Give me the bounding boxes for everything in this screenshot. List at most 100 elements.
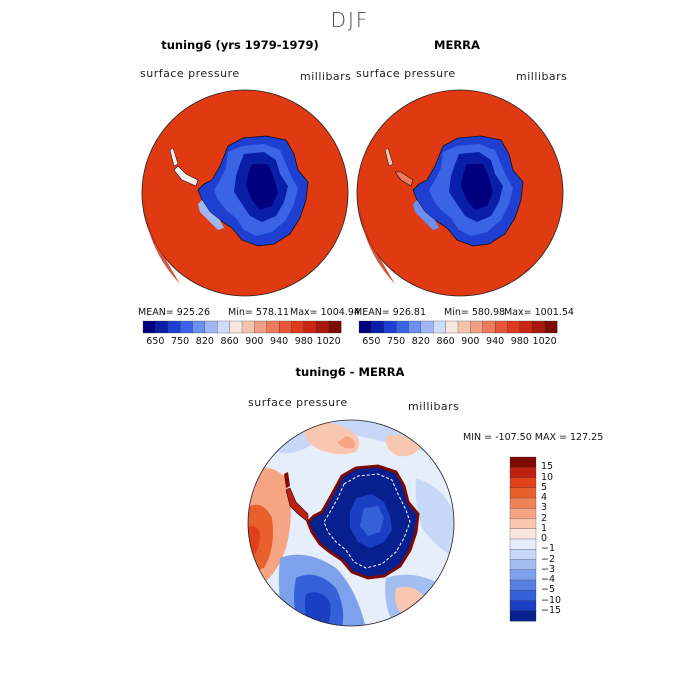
colorbar-tick-label: 750 bbox=[171, 336, 190, 347]
colorbar-tick-label: 650 bbox=[146, 336, 165, 347]
obs-min-value: Min= 580.98 bbox=[444, 307, 506, 318]
colorbar-swatch bbox=[155, 320, 169, 334]
colorbar-swatch bbox=[509, 497, 537, 509]
colorbar-swatch bbox=[383, 320, 397, 334]
colorbar-swatch bbox=[316, 320, 330, 334]
colorbar-tick-label: 900 bbox=[461, 336, 480, 347]
colorbar-swatch bbox=[509, 508, 537, 519]
colorbar-tick-label: −5 bbox=[541, 584, 556, 596]
colorbar-tick-label: −4 bbox=[541, 574, 556, 585]
pressure-colorbar-model bbox=[142, 320, 342, 334]
antarctic-pressure-map-model bbox=[141, 89, 349, 297]
antarctic-pressure-map-obs bbox=[356, 89, 564, 297]
colorbar-swatch bbox=[371, 320, 385, 334]
colorbar-tick-label: 15 bbox=[541, 461, 554, 473]
colorbar-swatch bbox=[433, 320, 447, 334]
panel-units-label: millibars bbox=[300, 70, 352, 83]
colorbar-tick-label: 980 bbox=[510, 336, 529, 347]
colorbar-swatch bbox=[445, 320, 459, 334]
difference-colorbar bbox=[509, 456, 537, 622]
colorbar-tick-label: 5 bbox=[541, 481, 548, 493]
colorbar-tick-label: 2 bbox=[541, 512, 548, 524]
difference-variable-label: surface pressure bbox=[248, 396, 348, 409]
colorbar-tick-label: 940 bbox=[270, 336, 289, 347]
colorbar-swatch bbox=[509, 600, 537, 612]
colorbar-tick-label: 980 bbox=[294, 336, 313, 347]
colorbar-tick-label: 900 bbox=[245, 336, 264, 347]
colorbar-swatch bbox=[509, 559, 537, 571]
colorbar-swatch bbox=[470, 320, 484, 334]
colorbar-tick-label: 650 bbox=[362, 336, 381, 347]
colorbar-tick-label: 0 bbox=[541, 533, 548, 544]
colorbar-tick-label: 940 bbox=[486, 336, 505, 347]
colorbar-tick-label: 10 bbox=[541, 471, 554, 483]
colorbar-swatch bbox=[229, 320, 243, 334]
difference-panel-title: tuning6 - MERRA bbox=[295, 365, 405, 379]
colorbar-swatch bbox=[509, 477, 537, 489]
colorbar-tick-label: −10 bbox=[541, 594, 562, 606]
antarctic-pressure-difference-map bbox=[247, 419, 455, 627]
colorbar-swatch bbox=[303, 320, 317, 334]
colorbar-swatch bbox=[179, 320, 193, 334]
colorbar-tick-label: 1020 bbox=[532, 336, 557, 347]
panel-variable-label: surface pressure bbox=[140, 67, 240, 80]
obs-mean-value: MEAN= 926.81 bbox=[354, 307, 427, 318]
panel-title-model: tuning6 (yrs 1979-1979) bbox=[161, 38, 319, 52]
colorbar-tick-label: 750 bbox=[387, 336, 406, 347]
panel-variable-label-obs: surface pressure bbox=[356, 67, 456, 80]
colorbar-tick-label: −2 bbox=[541, 553, 556, 565]
colorbar-swatch bbox=[509, 467, 537, 478]
colorbar-tick-label: 1 bbox=[541, 522, 548, 534]
colorbar-swatch bbox=[142, 320, 156, 334]
colorbar-swatch bbox=[532, 320, 546, 334]
difference-units-label: millibars bbox=[408, 400, 460, 413]
colorbar-tick-label: 4 bbox=[541, 492, 548, 503]
colorbar-tick-label: 860 bbox=[436, 336, 455, 347]
colorbar-swatch bbox=[457, 320, 471, 334]
colorbar-tick-label: −15 bbox=[541, 604, 562, 616]
colorbar-swatch bbox=[544, 320, 558, 334]
model-min-value: Min= 578.11 bbox=[228, 307, 290, 318]
colorbar-swatch bbox=[519, 320, 533, 334]
colorbar-swatch bbox=[494, 320, 508, 334]
colorbar-swatch bbox=[509, 456, 537, 468]
model-max-value: Max= 1004.94 bbox=[290, 307, 360, 318]
colorbar-swatch bbox=[482, 320, 496, 334]
colorbar-swatch bbox=[266, 320, 280, 334]
colorbar-swatch bbox=[509, 538, 537, 550]
difference-min-max: MIN = -107.50 MAX = 127.25 bbox=[463, 432, 604, 443]
colorbar-swatch bbox=[408, 320, 422, 334]
colorbar-swatch bbox=[420, 320, 434, 334]
colorbar-tick-label: −3 bbox=[541, 563, 556, 575]
colorbar-swatch bbox=[167, 320, 181, 334]
colorbar-swatch bbox=[395, 320, 409, 334]
colorbar-tick-label: 1020 bbox=[316, 336, 341, 347]
colorbar-swatch bbox=[217, 320, 231, 334]
colorbar-swatch bbox=[291, 320, 305, 334]
colorbar-swatch bbox=[507, 320, 521, 334]
colorbar-swatch bbox=[509, 590, 537, 601]
colorbar-swatch bbox=[328, 320, 342, 334]
colorbar-swatch bbox=[509, 610, 537, 622]
pressure-colorbar-obs bbox=[358, 320, 558, 334]
obs-max-value: Max= 1001.54 bbox=[504, 307, 574, 318]
colorbar-tick-label: 820 bbox=[411, 336, 430, 347]
season-title: DJF bbox=[330, 8, 370, 32]
panel-units-label-obs: millibars bbox=[516, 70, 568, 83]
colorbar-swatch bbox=[204, 320, 218, 334]
model-mean-value: MEAN= 925.26 bbox=[138, 307, 211, 318]
colorbar-tick-label: 820 bbox=[195, 336, 214, 347]
colorbar-swatch bbox=[509, 579, 537, 591]
colorbar-swatch bbox=[509, 487, 537, 499]
colorbar-tick-label: 860 bbox=[220, 336, 239, 347]
colorbar-swatch bbox=[358, 320, 372, 334]
colorbar-swatch bbox=[254, 320, 268, 334]
colorbar-swatch bbox=[241, 320, 255, 334]
colorbar-swatch bbox=[509, 549, 537, 560]
colorbar-swatch bbox=[509, 569, 537, 581]
colorbar-tick-label: −1 bbox=[541, 543, 556, 555]
panel-title-obs: MERRA bbox=[434, 38, 480, 52]
colorbar-swatch bbox=[509, 518, 537, 530]
colorbar-swatch bbox=[278, 320, 292, 334]
colorbar-swatch bbox=[509, 528, 537, 540]
